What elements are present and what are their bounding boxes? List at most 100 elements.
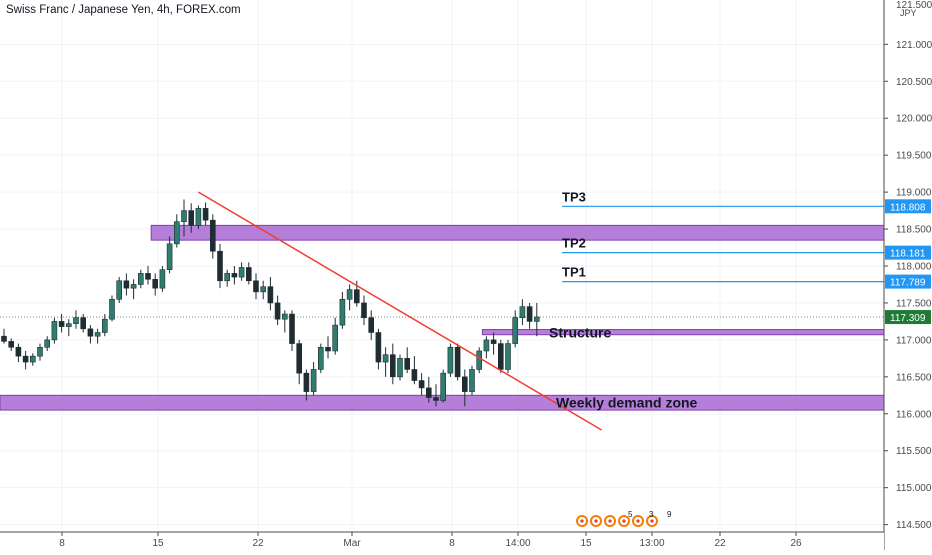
time-tick-label: 8 [59, 538, 65, 549]
candle-body[interactable] [440, 372, 447, 401]
candle-body[interactable] [404, 358, 411, 370]
candle-body[interactable] [469, 369, 475, 392]
last-price-tag-label: 117.309 [890, 313, 926, 324]
time-axis[interactable] [0, 532, 884, 550]
candle-body[interactable] [339, 298, 346, 326]
candle-body[interactable] [260, 286, 267, 293]
time-tick-label: 22 [714, 538, 726, 549]
candle-body[interactable] [109, 298, 115, 320]
candle-body[interactable] [433, 397, 439, 401]
candle-body[interactable] [533, 316, 540, 322]
price-tick-label: 116.000 [896, 409, 932, 420]
candle-body[interactable] [274, 302, 281, 320]
candle-body[interactable] [130, 284, 137, 289]
candle-body[interactable] [310, 369, 317, 392]
candle-body[interactable] [317, 346, 324, 370]
price-tick-label: 115.500 [896, 446, 932, 457]
candle-body[interactable] [15, 346, 22, 357]
candle-body[interactable] [368, 317, 375, 333]
candle-body[interactable] [66, 323, 72, 327]
candle-body[interactable] [1, 335, 7, 342]
candle-body[interactable] [526, 306, 533, 322]
candle-body[interactable] [490, 339, 497, 344]
price-tick-label: 117.000 [896, 335, 932, 346]
event-marker-dot [650, 519, 654, 523]
candle-body[interactable] [397, 358, 403, 378]
candle-body[interactable] [217, 250, 223, 282]
candle-body[interactable] [296, 343, 303, 374]
candle-body[interactable] [123, 280, 130, 289]
candle-body[interactable] [267, 286, 274, 304]
candle-body[interactable] [44, 339, 51, 348]
candle-body[interactable] [325, 346, 331, 352]
candle-body[interactable] [476, 350, 483, 370]
candle-body[interactable] [80, 317, 86, 330]
candle-body[interactable] [253, 280, 259, 293]
candle-body[interactable] [51, 321, 58, 341]
candle-body[interactable] [289, 313, 295, 344]
candle-body[interactable] [346, 289, 353, 300]
candle-body[interactable] [512, 317, 519, 344]
trendline[interactable] [198, 191, 602, 431]
candle-body[interactable] [29, 355, 36, 363]
candle-body[interactable] [195, 208, 202, 226]
candle-body[interactable] [87, 328, 94, 337]
candle-body[interactable] [425, 387, 432, 398]
candle-body[interactable] [94, 332, 101, 337]
candle-body[interactable] [389, 354, 396, 378]
candle-body[interactable] [138, 273, 144, 285]
candle-body[interactable] [447, 346, 454, 374]
candle-body[interactable] [231, 273, 238, 278]
candle-body[interactable] [238, 267, 245, 278]
candle-body[interactable] [202, 208, 209, 221]
candle-body[interactable] [382, 354, 389, 363]
candle-body[interactable] [8, 341, 14, 348]
candle-body[interactable] [145, 273, 151, 280]
candle-body[interactable] [461, 376, 468, 392]
candle-body[interactable] [353, 289, 360, 304]
candle-body[interactable] [332, 324, 339, 352]
candle-body[interactable] [246, 267, 252, 282]
candle-body[interactable] [152, 278, 158, 289]
event-marker-dot [608, 519, 612, 523]
candle-body[interactable] [73, 317, 79, 324]
time-tick-label: 14:00 [505, 538, 530, 549]
candle-body[interactable] [210, 219, 216, 252]
price-tick-label: 114.500 [896, 520, 932, 531]
price-tick-label: 116.500 [896, 372, 932, 383]
candle-body[interactable] [483, 339, 490, 352]
candle-body[interactable] [519, 306, 526, 319]
candle-body[interactable] [505, 343, 511, 370]
candle-body[interactable] [224, 273, 230, 282]
candle-body[interactable] [102, 318, 108, 333]
candle-body[interactable] [37, 346, 43, 357]
tp-price-tag-label: 118.181 [890, 249, 926, 260]
candle-body[interactable] [361, 302, 367, 319]
candle-body[interactable] [411, 369, 418, 381]
candle-body[interactable] [181, 210, 187, 222]
candle-body[interactable] [116, 280, 122, 300]
tp-price-tag-label: 117.789 [890, 278, 926, 289]
price-tick-label: 117.500 [896, 298, 932, 309]
candle-body[interactable] [174, 221, 180, 245]
candle-body[interactable] [58, 321, 65, 327]
candle-body[interactable] [418, 380, 425, 389]
candle-body[interactable] [303, 372, 310, 392]
candle-body[interactable] [497, 343, 504, 370]
axis-currency-label: JPY [900, 8, 917, 18]
time-tick-label: 15 [580, 538, 592, 549]
candle-body[interactable] [166, 243, 173, 270]
candle-body[interactable] [281, 313, 288, 320]
structure-zone [481, 329, 885, 336]
tp-level-label: TP1 [562, 265, 586, 280]
candle-body[interactable] [159, 269, 166, 289]
candle-body[interactable] [454, 346, 461, 378]
candle-body[interactable] [375, 332, 382, 363]
last-price-tag [885, 310, 931, 325]
price-tick-label: 118.500 [896, 225, 932, 236]
event-marker-dot [580, 519, 584, 523]
candle-body[interactable] [22, 355, 29, 363]
candle-body[interactable] [188, 210, 194, 226]
